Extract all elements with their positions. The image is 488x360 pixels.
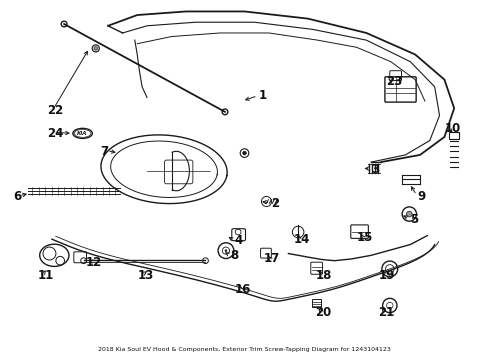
Text: 12: 12 bbox=[86, 256, 102, 269]
Text: 7: 7 bbox=[101, 145, 108, 158]
Text: 20: 20 bbox=[315, 306, 331, 319]
Text: 14: 14 bbox=[293, 233, 309, 246]
Text: 23: 23 bbox=[385, 75, 401, 88]
Text: 15: 15 bbox=[356, 231, 372, 244]
Text: 19: 19 bbox=[378, 269, 394, 282]
Text: 6: 6 bbox=[13, 190, 21, 203]
Text: 21: 21 bbox=[378, 306, 394, 319]
Text: 11: 11 bbox=[37, 269, 53, 282]
Text: 1: 1 bbox=[259, 89, 267, 102]
Text: 4: 4 bbox=[234, 234, 243, 247]
Text: 2: 2 bbox=[271, 197, 279, 210]
Text: 13: 13 bbox=[137, 269, 153, 282]
Circle shape bbox=[406, 211, 411, 217]
Text: 16: 16 bbox=[234, 283, 251, 296]
Text: 9: 9 bbox=[417, 190, 425, 203]
Text: 17: 17 bbox=[264, 252, 280, 265]
Text: 2018 Kia Soul EV Hood & Components, Exterior Trim Screw-Tapping Diagram for 1243: 2018 Kia Soul EV Hood & Components, Exte… bbox=[98, 347, 390, 352]
Circle shape bbox=[242, 151, 246, 155]
Text: 3: 3 bbox=[370, 163, 379, 176]
Circle shape bbox=[94, 46, 98, 50]
Text: KIA: KIA bbox=[77, 131, 88, 136]
Circle shape bbox=[92, 45, 99, 52]
Text: 24: 24 bbox=[47, 127, 63, 140]
Circle shape bbox=[224, 249, 226, 252]
Text: 10: 10 bbox=[444, 122, 460, 135]
Text: 18: 18 bbox=[315, 269, 331, 282]
Text: 8: 8 bbox=[229, 249, 238, 262]
Text: 5: 5 bbox=[409, 213, 418, 226]
Text: 22: 22 bbox=[47, 104, 63, 117]
